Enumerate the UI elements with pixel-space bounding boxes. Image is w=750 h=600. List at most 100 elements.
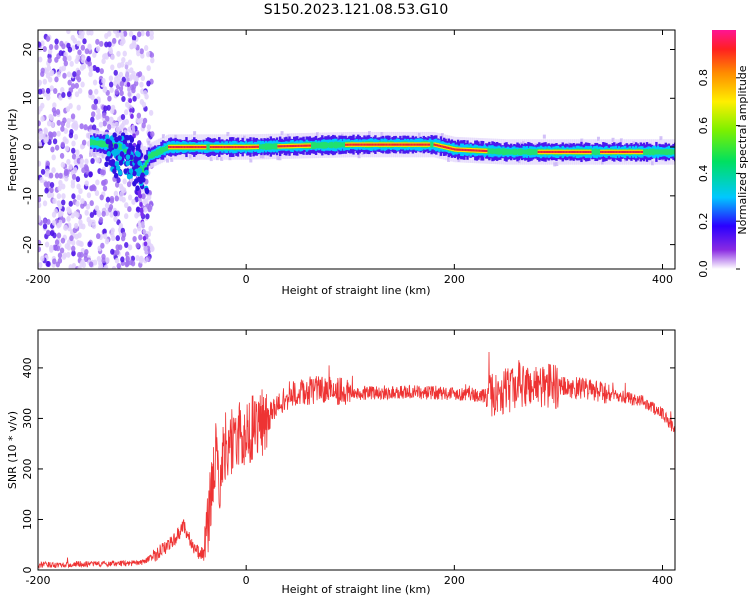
spectrogram-band [516,149,519,155]
spectrogram-speckle [38,246,41,253]
spectrogram-speckle [71,140,76,147]
spectrogram-core [567,150,570,154]
spectrogram-core [543,150,547,154]
spectrogram-streak [141,223,145,229]
spectrogram-core [217,145,220,149]
spectrogram-streak [142,235,147,241]
spectrogram-speckle [130,260,136,267]
spectrogram-speckle [60,141,66,148]
spectrogram-speckle [62,55,67,62]
spectrogram-core [478,149,482,152]
spectrogram-speckle [143,206,148,213]
spectrogram-core [639,150,642,154]
spectrogram-speckle [92,185,97,192]
spectrogram-core [604,150,608,154]
spectrogram-halo [130,165,134,170]
spectrogram-core [256,145,259,148]
spectrogram-band [659,149,663,155]
spectrogram-core [409,143,412,146]
spectrogram-band [339,142,343,148]
spectrogram-core [467,149,471,152]
spectrogram-band [161,147,165,153]
spectrogram-core [293,144,296,148]
spectrogram-speckle [61,183,66,190]
spectrogram-speckle [60,237,66,244]
spectrogram-speckle [139,48,144,55]
spectrogram-band [664,148,667,155]
spectrogram-halo [624,157,628,162]
spectrogram-speckle [51,167,56,174]
spectrogram-band [271,143,274,150]
spectrogram-band [111,142,115,149]
spectrogram-speckle [70,179,76,186]
spectrogram-speckle [70,113,76,120]
spectrogram-speckle [102,120,107,127]
spectrogram-band [152,151,155,158]
spectrogram-halo [147,140,151,145]
spectrogram-core [299,144,302,147]
spectrogram-core [446,146,449,149]
spectrogram-halo [161,134,165,139]
spectrogram-speckle [46,192,52,199]
spectrogram-core [225,145,228,149]
spectrogram-speckle [40,168,46,175]
spectrogram-core [401,143,404,146]
spectrogram-speckle [62,72,67,79]
spectrogram-band [268,143,271,150]
spectrogram-speckle [84,158,89,165]
spectrogram-core [427,143,431,146]
spectrogram-xtick-label: -200 [26,273,51,286]
spectrogram-speckle [49,85,54,92]
spectrogram-speckle [38,160,42,167]
spectrogram-core [635,150,639,154]
spectrogram-speckle [110,64,115,71]
spectrogram-core [404,143,407,146]
spectrogram-speckle [66,42,71,49]
spectrogram-core [179,145,182,149]
spectrogram-blob [114,160,120,167]
spectrogram-core [542,150,545,154]
spectrogram-core [288,145,291,148]
spectrogram-speckle [81,54,86,61]
spectrogram-core [354,143,357,146]
spectrogram-band [143,165,146,172]
spectrogram-band [503,148,507,155]
spectrogram-streak [140,211,144,217]
spectrogram-core [620,150,623,154]
spectrogram-speckle [106,104,111,111]
spectrogram-speckle [43,181,49,188]
spectrogram-speckle [116,50,121,57]
spectrogram-band [146,156,149,163]
snr-ytick-label: 300 [21,408,34,429]
spectrogram-halo [522,141,526,146]
spectrogram-core [308,144,312,147]
spectrogram-band [525,149,529,155]
spectrogram-core [477,149,480,152]
spectrogram-speckle [75,149,80,156]
spectrogram-speckle [141,122,146,129]
spectrogram-core [355,143,359,146]
spectrogram-speckle [65,169,70,176]
spectrogram-band [644,149,647,155]
spectrogram-core [395,143,398,146]
spectrogram-core [626,150,630,154]
spectrogram-speckle [144,198,149,205]
spectrogram-core [452,147,455,151]
spectrogram-blob [112,132,117,138]
spectrogram-core [587,150,590,154]
spectrogram-speckle [111,37,117,44]
spectrogram-core [359,143,362,146]
spectrogram-core [348,143,351,146]
spectrogram-halo [226,131,230,136]
spectrogram-speckle [74,91,80,98]
spectrogram-core [363,143,367,146]
spectrogram-blob [115,165,121,171]
spectrogram-band [491,148,494,155]
spectrogram-core [424,143,428,146]
spectrogram-speckle [108,203,114,210]
spectrogram-speckle [75,200,80,207]
spectrogram-speckle [42,200,48,207]
spectrogram-core [438,144,441,147]
snr-xtick-label: 400 [652,574,673,587]
spectrogram-speckle [38,41,42,48]
